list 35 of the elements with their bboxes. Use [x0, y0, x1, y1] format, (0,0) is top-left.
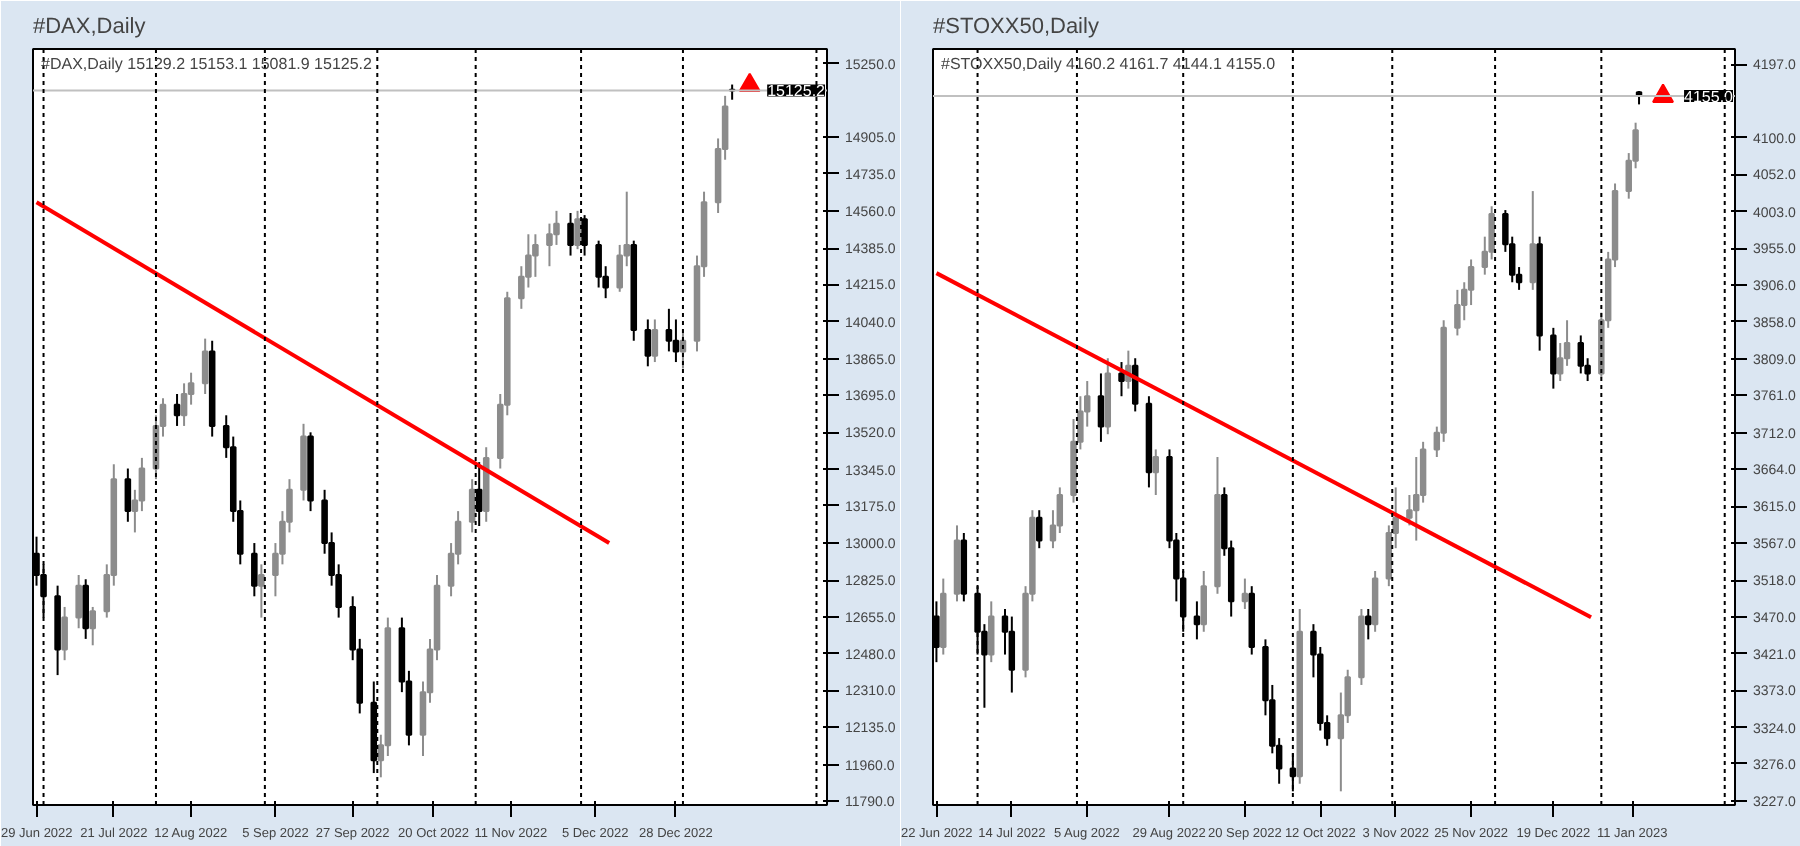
candlestick: [173, 392, 181, 427]
candlestick: [1550, 326, 1557, 390]
candlestick: [1036, 509, 1043, 550]
chart-title: #STOXX50,Daily: [933, 15, 1100, 39]
candlestick: [651, 318, 659, 364]
ref-line-label: 4155.0: [1684, 88, 1735, 107]
candlestick: [1529, 190, 1537, 291]
candlestick: [61, 605, 68, 662]
candlestick: [201, 337, 209, 395]
candlestick: [1118, 361, 1125, 398]
candlestick: [124, 467, 132, 523]
candlestick: [1371, 569, 1379, 633]
annotation: #DAX,Daily 15129.2 15153.1 15081.9 15125.2: [41, 55, 374, 73]
candlestick: [1365, 607, 1372, 641]
candlestick: [251, 542, 258, 598]
candlestick: [1241, 577, 1249, 610]
candlestick: [1152, 448, 1160, 496]
candlestick: [644, 318, 652, 368]
chart-title: #DAX,Daily: [33, 15, 147, 39]
candlestick: [574, 209, 581, 251]
candlestick: [1097, 372, 1105, 443]
candlestick: [468, 478, 476, 534]
candlestick: [1577, 334, 1584, 375]
candlestick: [258, 563, 265, 619]
candlestick: [1008, 615, 1016, 694]
candlestick: [75, 574, 82, 630]
candlestick: [1454, 288, 1461, 337]
candlestick: [89, 605, 97, 647]
annotation: #STOXX50,Daily 4160.2 4161.7 4144.1 4155.0: [941, 55, 1277, 73]
candlestick: [567, 211, 574, 257]
candlestick: [1193, 600, 1201, 641]
candlestick: [988, 600, 995, 664]
ref-line-label: 15125.2: [767, 82, 827, 101]
candlestick: [1200, 569, 1207, 633]
candlestick: [82, 578, 89, 640]
